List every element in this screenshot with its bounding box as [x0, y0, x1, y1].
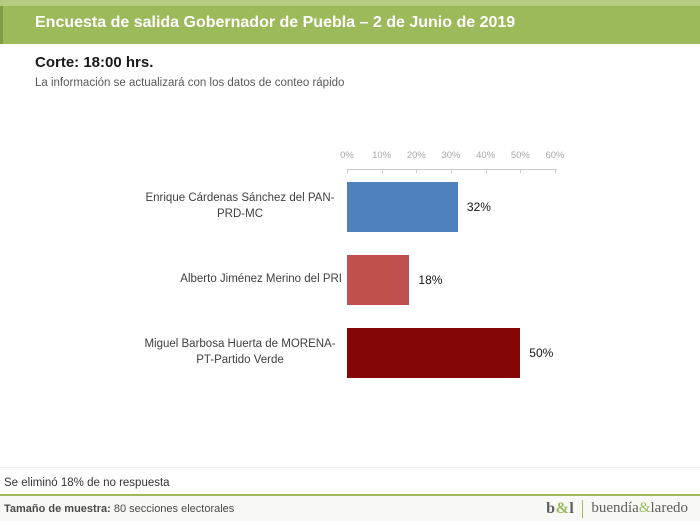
logo-ampersand-icon: &	[555, 499, 570, 517]
value-label: 32%	[466, 200, 491, 214]
x-axis-tick-label: 60%	[545, 150, 565, 161]
footer-bar: Tamaño de muestra: 80 secciones electora…	[0, 494, 700, 521]
bar-chart: 0% 10% 20% 30% 40% 50% 60% Enrique Cárdenas Sá…	[0, 150, 700, 401]
x-axis-tick-label: 30%	[441, 150, 461, 161]
header-bar: Encuesta de salida Gobernador de Puebla …	[0, 0, 700, 44]
bar	[347, 328, 521, 378]
x-axis-tick-label: 50%	[510, 150, 530, 161]
sample-size-value: 80 secciones electorales	[110, 502, 235, 515]
x-axis-tick-label: 20%	[406, 150, 426, 161]
category-label: Enrique Cárdenas Sánchez del PAN-PRD-MC	[145, 192, 335, 220]
x-axis-tick-mark	[347, 170, 348, 173]
x-axis-tick-mark	[520, 170, 522, 173]
bar	[347, 182, 458, 232]
x-axis-line	[347, 169, 557, 173]
chart-rows: Enrique Cárdenas Sánchez del PAN-PRD-MC …	[0, 182, 700, 378]
x-axis-tick-label: 40%	[476, 150, 496, 161]
sample-size-label: Tamaño de muestra:	[4, 502, 111, 515]
logo-wordmark-ampersand-icon: &	[638, 500, 651, 516]
category-cell: Enrique Cárdenas Sánchez del PAN-PRD-MC	[0, 191, 342, 222]
value-label: 18%	[418, 273, 443, 287]
chart-row: Alberto Jiménez Merino del PRI 18%	[0, 255, 700, 305]
buendia-laredo-logo: b&l buendía&laredo	[546, 499, 688, 518]
sample-size: Tamaño de muestra: 80 secciones electora…	[4, 503, 234, 515]
x-axis-tick-label: 0%	[340, 150, 354, 161]
x-axis-labels: 0% 10% 20% 30% 40% 50% 60%	[340, 150, 564, 162]
value-label: 50%	[529, 346, 554, 360]
category-label: Alberto Jiménez Merino del PRI	[180, 273, 342, 286]
x-axis-tick-mark	[416, 170, 418, 173]
bar-area: 50%	[347, 328, 700, 378]
x-axis-tick-mark	[555, 170, 556, 173]
header-top-accent-strip	[0, 0, 700, 6]
bar-area: 18%	[347, 255, 700, 305]
bar	[347, 255, 410, 305]
no-response-note: Se eliminó 18% de no respuesta	[0, 467, 700, 489]
cutoff-heading: Corte: 18:00 hrs.	[35, 54, 154, 71]
chart-row: Enrique Cárdenas Sánchez del PAN-PRD-MC …	[0, 182, 700, 232]
header-title: Encuesta de salida Gobernador de Puebla …	[35, 14, 516, 31]
logo-wordmark: buendía&laredo	[591, 500, 688, 516]
bar-area: 32%	[347, 182, 700, 232]
update-note: La información se actualizará con los da…	[35, 77, 345, 89]
x-axis-tick-mark	[485, 170, 487, 173]
category-cell: Miguel Barbosa Huerta de MORENA-PT-Parti…	[0, 337, 342, 368]
x-axis-tick-label: 10%	[372, 150, 392, 161]
logo-separator	[582, 499, 584, 518]
chart-row: Miguel Barbosa Huerta de MORENA-PT-Parti…	[0, 328, 700, 378]
header-left-accent-strip	[0, 6, 3, 44]
logo-monogram: b&l	[546, 499, 575, 517]
x-axis-tick-mark	[381, 170, 383, 173]
x-axis-tick-mark	[451, 170, 452, 173]
category-label: Miguel Barbosa Huerta de MORENA-PT-Parti…	[144, 338, 336, 366]
category-cell: Alberto Jiménez Merino del PRI	[0, 272, 342, 288]
